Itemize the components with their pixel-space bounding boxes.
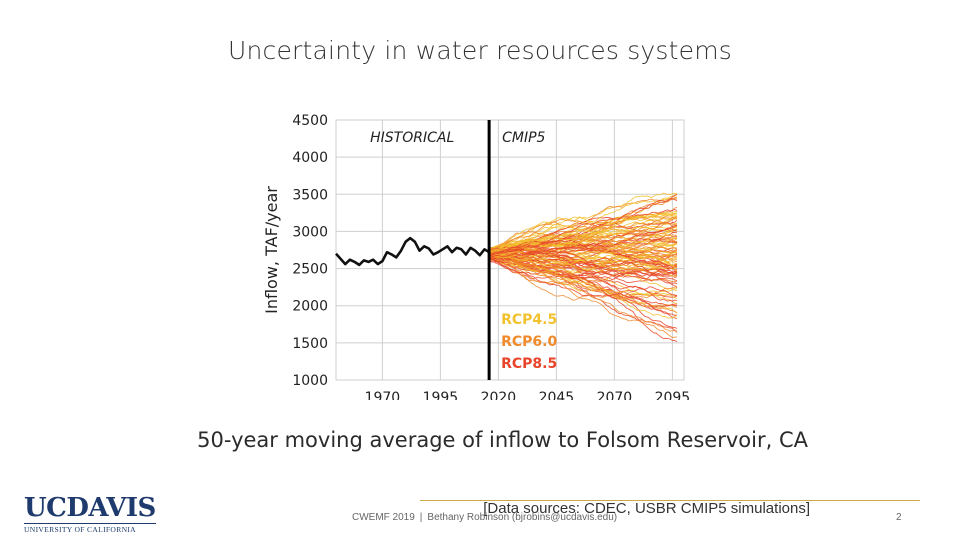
projection-line-rcp60-37 [489, 219, 678, 251]
legend-entry-rcp45: RCP4.5 [501, 312, 557, 328]
ucdavis-logo: UCDAVIS UNIVERSITY OF CALIFORNIA [24, 494, 156, 534]
data-sources-note: [Data sources: CDEC, USBR CMIP5 simulati… [483, 500, 810, 517]
footer-conference: CWEMF 2019 [352, 512, 415, 523]
region-label-cmip5: CMIP5 [502, 130, 545, 146]
x-tick-2095: 2095 [655, 390, 691, 400]
logo-rule [24, 523, 156, 524]
y-tick-1000: 1000 [292, 373, 328, 389]
projection-line-rcp60-34 [488, 253, 678, 283]
y-tick-3500: 3500 [292, 187, 328, 203]
projection-line-rcp45-25 [488, 214, 678, 253]
x-tick-1970: 1970 [365, 390, 401, 400]
x-tick-2045: 2045 [539, 390, 575, 400]
y-tick-1500: 1500 [292, 336, 328, 352]
projection-line-rcp85-19 [488, 256, 678, 289]
footer-divider [420, 500, 920, 501]
projection-line-rcp60-24 [489, 217, 678, 250]
footer-separator: | [419, 512, 423, 523]
projection-line-rcp85-21 [489, 250, 678, 280]
figure-caption: 50-year moving average of inflow to Fols… [197, 428, 808, 452]
region-label-historical: HISTORICAL [370, 130, 454, 146]
logo-subtitle: UNIVERSITY OF CALIFORNIA [24, 525, 136, 534]
projection-line-rcp45-14 [489, 254, 678, 299]
y-tick-4500: 4500 [292, 113, 328, 129]
projection-line-rcp60-7 [488, 196, 678, 255]
projection-line-rcp45-36 [489, 240, 678, 269]
projection-line-rcp45-28 [489, 230, 678, 258]
inflow-chart: Inflow, TAF/year 1000 1500 2000 2500 3000 350… [262, 113, 691, 400]
footer-text: CWEMF 2019 | Bethany Robinson (bjrobins@uc… [352, 512, 617, 523]
legend-entry-rcp60: RCP6.0 [501, 334, 557, 350]
x-tick-1995: 1995 [423, 390, 459, 400]
projection-line-rcp85-10 [489, 198, 678, 255]
y-axis-label: Inflow, TAF/year [262, 186, 281, 314]
x-tick-2020: 2020 [481, 390, 517, 400]
projection-line-rcp85-24 [488, 254, 678, 302]
projection-line-rcp85-32 [489, 225, 678, 256]
slide-title: Uncertainty in water resources systems [227, 36, 733, 65]
footer-author: Bethany Robinson (bjrobins@ucdavis.edu) [427, 512, 618, 523]
x-tick-2070: 2070 [597, 390, 633, 400]
projection-line-rcp60-12 [488, 247, 678, 333]
projection-line-rcp85-13 [489, 259, 678, 297]
historical-series-line [335, 236, 490, 267]
y-tick-3000: 3000 [292, 224, 328, 240]
page-number: 2 [896, 512, 902, 523]
projection-line-rcp45-17 [489, 221, 678, 252]
y-tick-2000: 2000 [292, 299, 328, 315]
logo-wordmark: UCDAVIS [24, 493, 156, 523]
legend-entry-rcp85: RCP8.5 [501, 356, 557, 372]
projection-line-rcp45-3 [489, 234, 678, 266]
y-tick-2500: 2500 [292, 262, 328, 278]
projection-line-rcp85-5 [488, 249, 678, 277]
projection-line-rcp60-11 [489, 230, 678, 254]
projection-line-rcp60-0 [489, 255, 678, 313]
y-tick-4000: 4000 [292, 150, 328, 166]
projection-line-rcp60-26 [488, 252, 678, 308]
